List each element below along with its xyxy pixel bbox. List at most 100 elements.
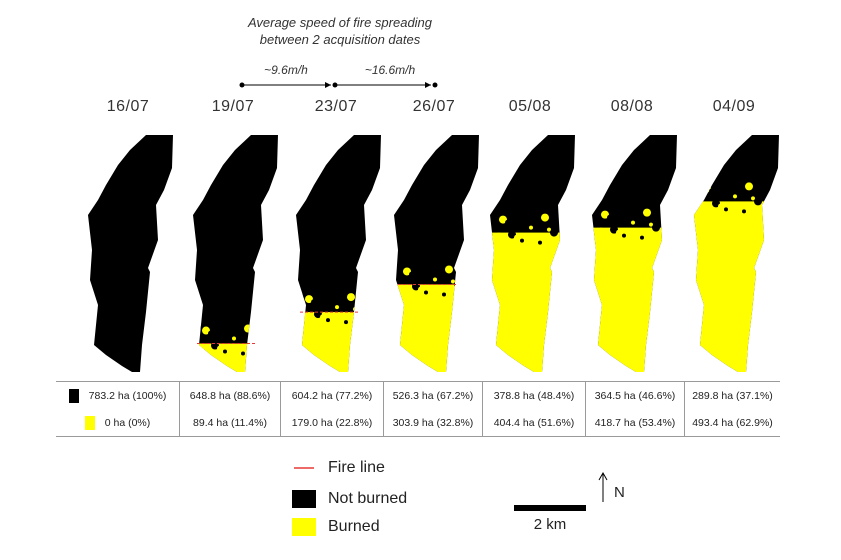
burn-patch bbox=[754, 197, 762, 206]
date-label: 16/07 bbox=[106, 98, 150, 115]
legend-burned-label: Burned bbox=[328, 518, 380, 535]
legend-not-burned-label: Not burned bbox=[328, 490, 408, 507]
speed-label-2: ~16.6m/h bbox=[364, 63, 416, 77]
burn-patch bbox=[232, 336, 236, 341]
burned-area bbox=[394, 284, 479, 372]
burn-patch bbox=[226, 332, 232, 339]
burn-patch bbox=[208, 330, 214, 337]
date-label: 04/09 bbox=[712, 98, 756, 115]
burn-map-26-07 bbox=[394, 135, 479, 372]
burn-map-05-08 bbox=[490, 135, 575, 372]
fire-line-symbol bbox=[294, 467, 314, 469]
date-label: 23/07 bbox=[314, 98, 358, 115]
burned-area bbox=[490, 232, 575, 372]
burn-map-04-09 bbox=[694, 135, 779, 372]
burn-patch bbox=[338, 316, 344, 323]
burn-patch bbox=[505, 219, 511, 226]
burn-patch bbox=[736, 205, 742, 212]
arrow-end-dot bbox=[432, 82, 438, 88]
burn-patch bbox=[418, 286, 424, 293]
north-arrow-icon bbox=[598, 471, 608, 502]
burn-patch bbox=[607, 214, 613, 221]
not-burned-area bbox=[193, 135, 278, 372]
burn-patch bbox=[400, 266, 404, 271]
table-cell: 648.8 ha (88.6%) bbox=[179, 381, 281, 409]
burn-patch bbox=[616, 229, 622, 236]
burn-patch bbox=[436, 288, 442, 295]
burn-patch bbox=[241, 351, 245, 356]
swatch-burned bbox=[84, 415, 95, 430]
speed-arrows bbox=[239, 82, 438, 88]
burn-map-23-07 bbox=[296, 135, 381, 372]
burn-patch bbox=[712, 199, 720, 208]
burn-patch bbox=[541, 213, 549, 222]
burn-patch bbox=[347, 293, 355, 302]
burn-patch bbox=[718, 203, 724, 210]
burn-patch bbox=[652, 223, 660, 232]
speed-title-line2: between 2 acquisition dates bbox=[259, 32, 421, 47]
date-label: 08/08 bbox=[610, 98, 654, 115]
burn-patch bbox=[598, 209, 602, 214]
burn-patch bbox=[311, 299, 317, 306]
burn-patch bbox=[532, 236, 538, 243]
table-cell: 289.8 ha (37.1%) bbox=[684, 381, 780, 409]
burn-patch bbox=[451, 279, 455, 284]
burn-patch bbox=[496, 214, 500, 219]
burn-patch bbox=[724, 207, 728, 212]
burned-area bbox=[694, 201, 779, 372]
burn-patch bbox=[508, 230, 516, 239]
burn-patch bbox=[631, 220, 635, 225]
table-cell: 526.3 ha (67.2%) bbox=[383, 381, 483, 409]
burn-patch bbox=[427, 273, 433, 280]
burned-area bbox=[592, 227, 677, 372]
burn-patch bbox=[250, 338, 254, 343]
scale-bar bbox=[514, 505, 586, 511]
burn-patch bbox=[622, 233, 626, 238]
burn-patch bbox=[499, 215, 507, 224]
burn-patch bbox=[223, 349, 227, 354]
table-cell: 364.5 ha (46.6%) bbox=[585, 381, 685, 409]
burn-patch bbox=[403, 267, 411, 276]
burn-maps bbox=[88, 135, 779, 372]
table-cell: 783.2 ha (100%) bbox=[56, 381, 180, 409]
north-label: N bbox=[614, 484, 625, 501]
table-cell: 493.4 ha (62.9%) bbox=[684, 409, 780, 437]
speed-title: Average speed of fire spreading between … bbox=[200, 14, 480, 48]
burn-patch bbox=[547, 227, 551, 232]
burn-patch bbox=[700, 201, 706, 208]
burn-patch bbox=[302, 312, 308, 319]
burn-patch bbox=[445, 265, 453, 274]
burn-patch bbox=[550, 228, 558, 237]
burn-patch bbox=[202, 326, 210, 335]
burn-patch bbox=[601, 210, 609, 219]
burn-patch bbox=[751, 196, 755, 201]
table-cell: 418.7 ha (53.4%) bbox=[585, 409, 685, 437]
burned-area bbox=[193, 343, 278, 372]
speed-title-line1: Average speed of fire spreading bbox=[247, 15, 433, 30]
legend-not-burned: Not burned bbox=[292, 488, 407, 510]
table-cell: 179.0 ha (22.8%) bbox=[280, 409, 384, 437]
table-cell: 404.4 ha (51.6%) bbox=[482, 409, 586, 437]
burn-patch bbox=[199, 343, 205, 350]
burn-patch bbox=[520, 238, 524, 243]
burn-patch bbox=[424, 290, 428, 295]
burn-patch bbox=[538, 240, 542, 245]
burn-patch bbox=[433, 277, 437, 282]
table-cell: 604.2 ha (77.2%) bbox=[280, 381, 384, 409]
burn-patch bbox=[640, 235, 644, 240]
burn-patch bbox=[326, 318, 330, 323]
burn-patch bbox=[709, 188, 715, 195]
legend-burned: Burned bbox=[292, 516, 380, 538]
table-cell: 89.4 ha (11.4%) bbox=[179, 409, 281, 437]
burn-patch bbox=[235, 347, 241, 354]
burned-area bbox=[296, 312, 381, 372]
burn-patch bbox=[329, 301, 335, 308]
burn-patch bbox=[409, 271, 415, 278]
burn-patch bbox=[523, 221, 529, 228]
swatch-not-burned bbox=[68, 388, 79, 403]
burn-patch bbox=[514, 234, 520, 241]
table-cell: 303.9 ha (32.8%) bbox=[383, 409, 483, 437]
burned-swatch bbox=[292, 518, 316, 536]
